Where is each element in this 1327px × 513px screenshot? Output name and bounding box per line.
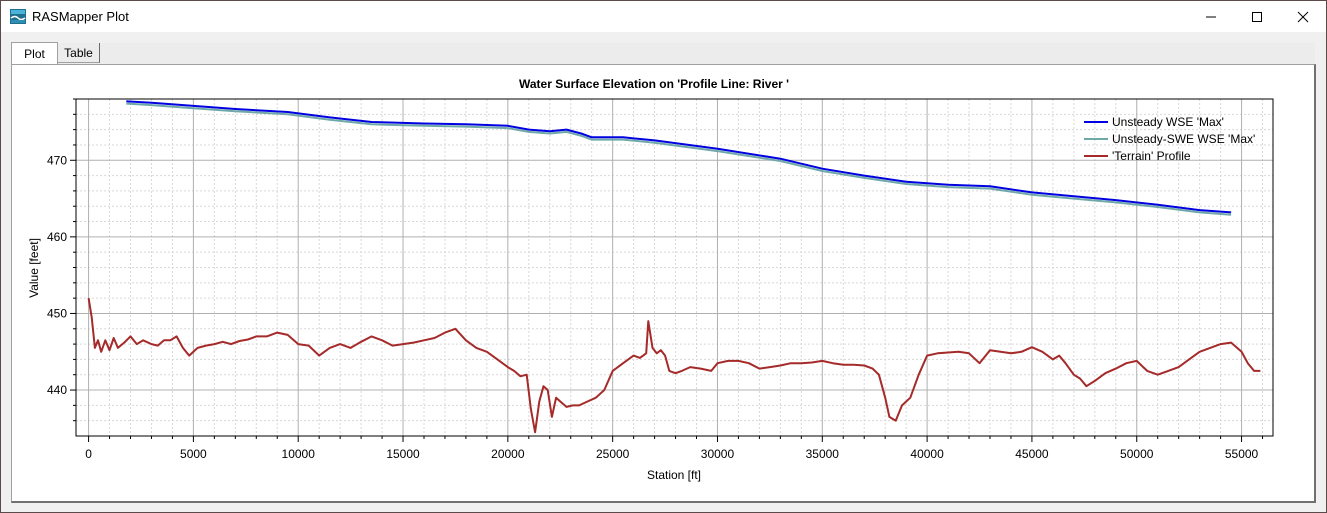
x-tick-label: 45000: [1015, 447, 1049, 461]
x-tick-label: 35000: [806, 447, 840, 461]
legend-label: Unsteady-SWE WSE 'Max': [1112, 132, 1255, 146]
series-line-terrain-profile: [87, 297, 1261, 434]
profile-chart[interactable]: Water Surface Elevation on 'Profile Line…: [12, 65, 1314, 501]
plot-panel: Water Surface Elevation on 'Profile Line…: [11, 64, 1316, 503]
x-tick-label: 0: [85, 447, 92, 461]
maximize-button[interactable]: [1234, 1, 1280, 32]
title-bar[interactable]: RASMapper Plot: [1, 1, 1326, 32]
chart-title: Water Surface Elevation on 'Profile Line…: [519, 77, 789, 91]
x-tick-label: 20000: [491, 447, 525, 461]
y-tick-label: 460: [47, 230, 67, 244]
x-tick-label: 10000: [282, 447, 316, 461]
tab-plot[interactable]: Plot: [11, 42, 58, 64]
y-tick-label: 470: [47, 153, 67, 167]
window-title: RASMapper Plot: [32, 9, 129, 24]
y-tick-label: 450: [47, 306, 67, 320]
x-tick-label: 40000: [910, 447, 944, 461]
tab-table[interactable]: Table: [58, 43, 100, 63]
x-tick-label: 30000: [701, 447, 735, 461]
y-tick-label: 440: [47, 383, 67, 397]
y-axis-label: Value [feet]: [27, 238, 41, 298]
series-line-unsteady-wse: [126, 100, 1232, 214]
x-tick-label: 15000: [386, 447, 420, 461]
x-tick-label: 50000: [1120, 447, 1154, 461]
close-button[interactable]: [1280, 1, 1326, 32]
minimize-button[interactable]: [1188, 1, 1234, 32]
x-axis-label: Station [ft]: [647, 468, 701, 482]
minimize-icon: [1206, 16, 1216, 17]
x-tick-label: 5000: [180, 447, 207, 461]
rasmapper-app-icon: [10, 9, 26, 24]
legend: Unsteady WSE 'Max' Unsteady-SWE WSE 'Max'…: [1084, 115, 1255, 163]
legend-label: Unsteady WSE 'Max': [1112, 115, 1224, 129]
legend-label: 'Terrain' Profile: [1112, 149, 1191, 163]
maximize-icon: [1252, 11, 1262, 22]
x-tick-label: 55000: [1225, 447, 1259, 461]
close-icon: [1297, 11, 1309, 22]
tab-strip: Plot Table: [11, 42, 1315, 64]
series-line-unsteady-swe-wse: [126, 102, 1232, 216]
x-tick-label: 25000: [596, 447, 630, 461]
